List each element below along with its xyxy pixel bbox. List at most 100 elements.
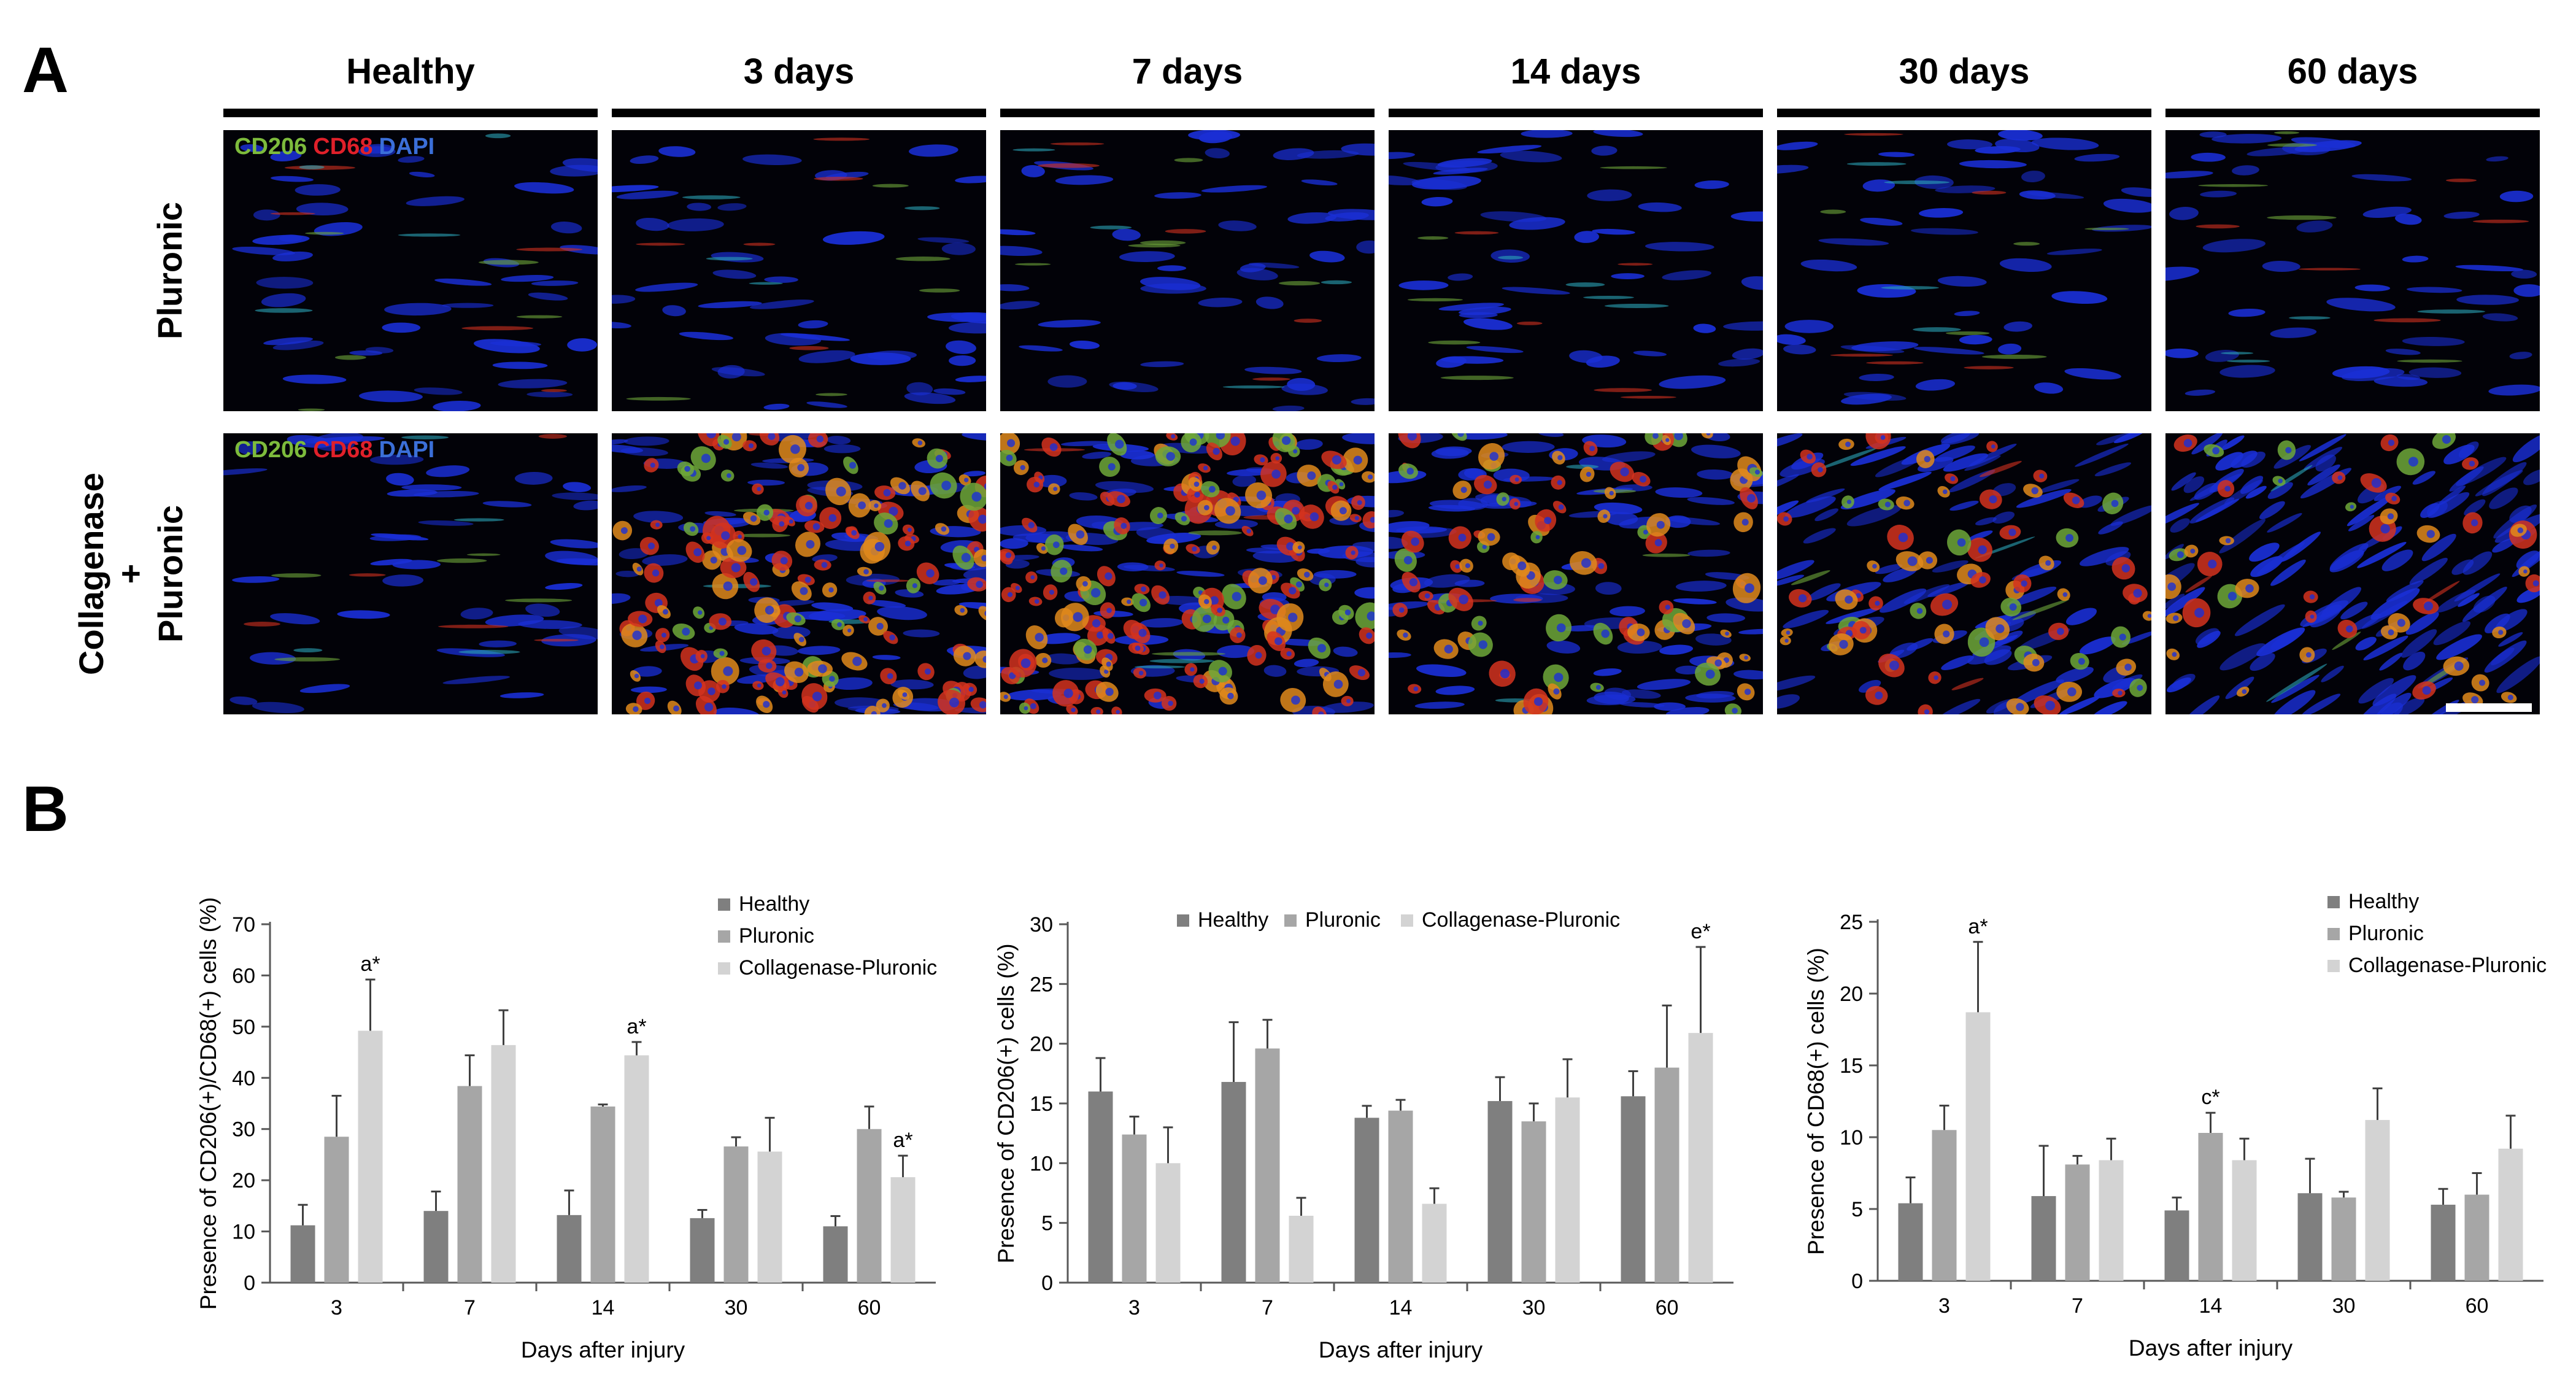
bar (324, 1137, 349, 1283)
micrograph: CD206 CD68 DAPI (223, 130, 598, 411)
y-tick-label: 0 (1041, 1272, 1053, 1295)
stain-label: CD206 (234, 437, 307, 463)
micrograph (612, 130, 986, 411)
column-header: 3 days (743, 52, 855, 91)
micrograph (1777, 433, 2151, 714)
y-tick-label: 15 (1030, 1092, 1053, 1116)
y-tick-label: 30 (232, 1118, 255, 1141)
y-tick-label: 5 (1851, 1198, 1863, 1221)
column-header-bar (612, 109, 986, 117)
bar (2099, 1160, 2124, 1281)
bar (557, 1215, 582, 1283)
y-tick-label: 30 (1030, 913, 1053, 937)
legend-swatch (718, 962, 730, 975)
significance-annotation: a* (893, 1129, 912, 1152)
panel-a-label: A (22, 34, 69, 106)
column-header: 30 days (1899, 52, 2030, 91)
bar-chart: 0 5 10 15 20 25 3 a* 7 14 c* 30 60 Days after injury P… (1803, 890, 2547, 1361)
bar (1122, 1134, 1147, 1283)
legend-swatch (1401, 914, 1413, 927)
micrograph (1000, 130, 1375, 411)
micrograph (612, 433, 986, 714)
significance-annotation: c* (2201, 1086, 2219, 1109)
bar (2464, 1194, 2489, 1281)
x-tick-label: 30 (2332, 1294, 2356, 1318)
y-tick-label: 25 (1030, 973, 1053, 996)
bar (590, 1107, 615, 1283)
legend-swatch (2327, 928, 2340, 940)
stain-label: CD206 (234, 134, 307, 160)
bar (2232, 1160, 2257, 1281)
bar (624, 1055, 649, 1283)
column-header: 7 days (1132, 52, 1243, 91)
x-tick-label: 7 (1262, 1296, 1273, 1319)
bar (690, 1218, 715, 1283)
bar (857, 1129, 882, 1283)
bar (457, 1086, 482, 1283)
bar (1621, 1096, 1646, 1283)
bar-chart: 0 5 10 15 20 25 30 3 7 14 30 60 e* Days after injury P… (993, 908, 1733, 1362)
bar (890, 1177, 916, 1283)
scale-bar (2446, 703, 2532, 712)
x-axis-label: Days after injury (2129, 1335, 2293, 1361)
bar (2065, 1164, 2090, 1281)
bar (723, 1146, 749, 1283)
column-header-bar (223, 109, 598, 117)
row-label: Pluronic (150, 129, 190, 412)
bar (1688, 1033, 1713, 1283)
bar (491, 1045, 516, 1283)
bar (1422, 1203, 1447, 1283)
y-tick-label: 25 (1840, 911, 1863, 934)
bar (423, 1211, 449, 1283)
significance-annotation: a* (1968, 915, 1988, 938)
y-axis-label: Presence of CD68(+) cells (%) (1803, 948, 1829, 1255)
stain-legend: CD206 CD68 DAPI (234, 135, 441, 158)
legend-label: Healthy (2348, 890, 2419, 913)
row-label-line: + (111, 563, 150, 584)
bar (823, 1226, 848, 1283)
row-label: Collagenase + Pluronic (72, 433, 190, 715)
column-header: 14 days (1510, 52, 1641, 91)
x-tick-label: 3 (1938, 1294, 1950, 1318)
bar (757, 1151, 782, 1283)
y-tick-label: 10 (1840, 1126, 1863, 1149)
bar (2331, 1197, 2356, 1281)
bar (2365, 1119, 2390, 1281)
micrograph (2165, 130, 2540, 411)
column-header: 60 days (2287, 52, 2418, 91)
x-tick-label: 30 (725, 1296, 748, 1319)
column-header-bar (1389, 109, 1763, 117)
x-tick-label: 60 (858, 1296, 881, 1319)
legend-label: Pluronic (739, 924, 814, 948)
significance-annotation: a* (360, 952, 380, 976)
row-label-line: Pluronic (150, 201, 189, 340)
y-tick-label: 20 (1030, 1033, 1053, 1056)
bar (1088, 1091, 1113, 1283)
row-label-line: Pluronic (150, 504, 190, 643)
bar (2164, 1210, 2189, 1281)
bar (358, 1030, 383, 1283)
legend-swatch (1177, 914, 1189, 927)
micrograph (1389, 433, 1763, 714)
row-label-line: Collagenase (72, 473, 110, 675)
bar (1965, 1012, 1991, 1281)
x-tick-label: 14 (2199, 1294, 2223, 1318)
x-tick-label: 60 (2466, 1294, 2489, 1318)
x-tick-label: 3 (1128, 1296, 1140, 1319)
bar (2297, 1193, 2323, 1281)
bar (1388, 1110, 1413, 1283)
bar (1221, 1081, 1246, 1283)
y-axis-label: Presence of CD206(+)/CD68(+) cells (%) (196, 897, 221, 1310)
legend-label: Collagenase-Pluronic (739, 956, 937, 979)
column-header: Healthy (346, 52, 475, 91)
legend-label: Collagenase-Pluronic (1422, 908, 1620, 932)
micrograph: CD206 CD68 DAPI (223, 433, 598, 714)
legend-label: Pluronic (1305, 908, 1381, 932)
significance-annotation: e* (1691, 920, 1710, 943)
x-tick-label: 3 (331, 1296, 342, 1319)
bar (2498, 1148, 2523, 1281)
micrograph (1389, 130, 1763, 411)
x-tick-label: 14 (592, 1296, 615, 1319)
legend-label: Collagenase-Pluronic (2348, 954, 2547, 977)
column-header-bar (1777, 109, 2151, 117)
